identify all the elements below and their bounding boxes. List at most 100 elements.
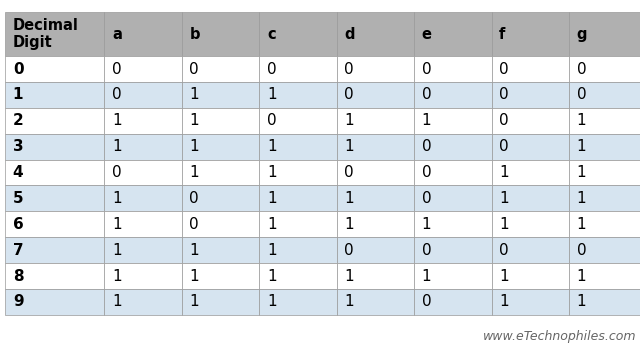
Bar <box>414 160 492 185</box>
Text: 0: 0 <box>499 113 509 128</box>
Bar <box>569 82 640 108</box>
Bar <box>414 134 492 160</box>
Text: www.eTechnophiles.com: www.eTechnophiles.com <box>483 329 637 343</box>
Bar <box>182 289 259 315</box>
Bar <box>5 56 104 82</box>
Text: 1: 1 <box>112 139 122 154</box>
Text: 1: 1 <box>577 191 586 206</box>
Text: 1: 1 <box>267 191 276 206</box>
Bar <box>5 160 104 185</box>
Text: 4: 4 <box>13 165 24 180</box>
Bar <box>414 263 492 289</box>
Bar <box>5 211 104 237</box>
Bar <box>492 237 569 263</box>
Text: 1: 1 <box>577 165 586 180</box>
Bar <box>569 237 640 263</box>
Text: 1: 1 <box>577 113 586 128</box>
Bar <box>5 185 104 211</box>
Text: Decimal
Digit: Decimal Digit <box>13 18 79 50</box>
Bar <box>182 12 259 56</box>
Bar <box>259 185 337 211</box>
Bar <box>259 160 337 185</box>
Bar <box>492 108 569 134</box>
Bar <box>182 237 259 263</box>
Text: 0: 0 <box>577 88 586 102</box>
Bar <box>492 185 569 211</box>
Bar <box>492 56 569 82</box>
Text: 0: 0 <box>189 62 199 76</box>
Text: 0: 0 <box>499 243 509 258</box>
Bar <box>569 160 640 185</box>
Bar <box>259 289 337 315</box>
Bar <box>414 82 492 108</box>
Bar <box>259 12 337 56</box>
Text: e: e <box>422 27 432 42</box>
Text: 1: 1 <box>344 139 354 154</box>
Text: 1: 1 <box>112 268 122 283</box>
Text: 1: 1 <box>112 243 122 258</box>
Text: 1: 1 <box>267 217 276 232</box>
Bar <box>182 263 259 289</box>
Bar <box>569 56 640 82</box>
Text: 1: 1 <box>267 139 276 154</box>
Text: 0: 0 <box>189 191 199 206</box>
Text: 1: 1 <box>422 113 431 128</box>
Text: 1: 1 <box>267 294 276 309</box>
Bar <box>104 12 182 56</box>
Text: 0: 0 <box>189 217 199 232</box>
Bar <box>5 289 104 315</box>
Bar <box>5 263 104 289</box>
Bar <box>104 211 182 237</box>
Text: 0: 0 <box>422 88 431 102</box>
Text: 0: 0 <box>499 88 509 102</box>
Text: 0: 0 <box>577 243 586 258</box>
Bar <box>104 237 182 263</box>
Text: 0: 0 <box>422 62 431 76</box>
Text: 1: 1 <box>112 113 122 128</box>
Bar <box>414 56 492 82</box>
Text: 1: 1 <box>13 88 23 102</box>
Bar <box>337 12 414 56</box>
Text: 1: 1 <box>344 217 354 232</box>
Bar <box>182 185 259 211</box>
Text: 1: 1 <box>189 294 199 309</box>
Text: 0: 0 <box>267 113 276 128</box>
Bar <box>259 108 337 134</box>
Bar <box>104 263 182 289</box>
Text: 0: 0 <box>112 165 122 180</box>
Text: 0: 0 <box>344 88 354 102</box>
Text: 1: 1 <box>267 88 276 102</box>
Text: 0: 0 <box>344 62 354 76</box>
Bar <box>414 108 492 134</box>
Text: 1: 1 <box>499 191 509 206</box>
Text: b: b <box>189 27 200 42</box>
Bar <box>569 108 640 134</box>
Bar <box>414 289 492 315</box>
Text: 0: 0 <box>499 62 509 76</box>
Bar <box>104 82 182 108</box>
Text: 1: 1 <box>112 191 122 206</box>
Bar <box>104 185 182 211</box>
Bar <box>569 211 640 237</box>
Bar <box>337 82 414 108</box>
Text: 1: 1 <box>577 268 586 283</box>
Text: 1: 1 <box>422 217 431 232</box>
Text: 6: 6 <box>13 217 24 232</box>
Text: 1: 1 <box>422 268 431 283</box>
Bar <box>492 289 569 315</box>
Text: 1: 1 <box>189 139 199 154</box>
Bar <box>182 160 259 185</box>
Bar <box>182 108 259 134</box>
Bar <box>104 134 182 160</box>
Text: 1: 1 <box>267 243 276 258</box>
Bar <box>569 12 640 56</box>
Bar <box>182 56 259 82</box>
Text: 1: 1 <box>189 243 199 258</box>
Bar <box>5 237 104 263</box>
Text: 0: 0 <box>422 243 431 258</box>
Bar <box>337 56 414 82</box>
Bar <box>492 12 569 56</box>
Text: c: c <box>267 27 275 42</box>
Bar <box>182 82 259 108</box>
Bar <box>259 211 337 237</box>
